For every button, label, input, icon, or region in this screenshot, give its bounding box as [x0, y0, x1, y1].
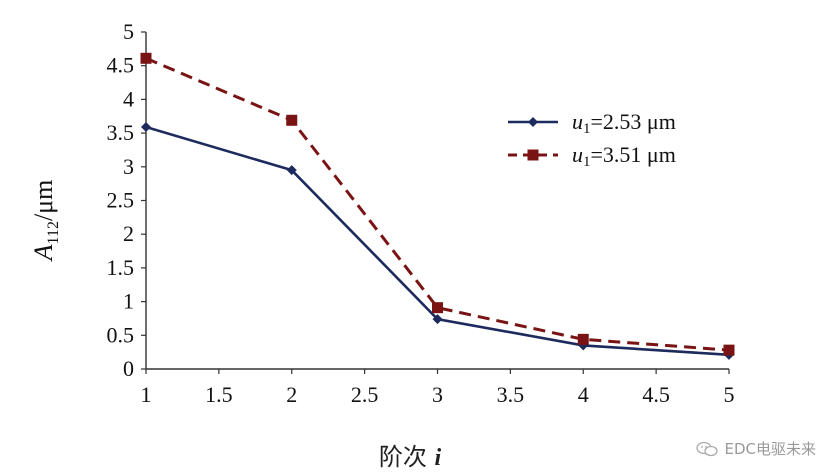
legend-label-1: u1=2.53 μm: [572, 109, 676, 137]
y-tick-label: 2.5: [107, 188, 135, 213]
y-tick-labels: 0 0.5 1 1.5 2 2.5 3 3.5 4 4.5 5: [107, 19, 135, 381]
x-tick-label: 5: [724, 382, 735, 407]
y-tick-label: 0: [123, 356, 134, 381]
x-tick-label: 4.5: [642, 382, 670, 407]
y-tick-label: 2: [123, 221, 134, 246]
data-point: [140, 52, 152, 64]
data-point: [577, 333, 589, 345]
y-tick-label: 1: [123, 289, 134, 314]
series-2: [140, 52, 735, 356]
data-point: [432, 314, 443, 325]
x-tick-label: 2: [286, 382, 297, 407]
legend-marker: [528, 117, 538, 127]
y-tick-label: 3: [123, 154, 134, 179]
legend: u1=2.53 μm u1=3.51 μm: [508, 109, 676, 170]
x-axis-label: 阶次 i: [379, 443, 442, 471]
x-tick-labels: 1 1.5 2 2.5 3 3.5 4 4.5 5: [141, 382, 735, 407]
legend-label-2: u1=3.51 μm: [572, 142, 676, 170]
data-point: [141, 122, 151, 133]
wechat-icon: [696, 441, 719, 456]
axes: [141, 31, 730, 374]
y-tick-label: 1.5: [107, 255, 135, 280]
x-tick-label: 2.5: [351, 382, 379, 407]
legend-marker: [527, 149, 539, 161]
y-tick-label: 5: [123, 19, 134, 44]
watermark: EDC电驱未来: [696, 438, 816, 459]
y-tick-label: 0.5: [107, 322, 135, 347]
watermark-text: EDC电驱未来: [724, 440, 816, 458]
series-line-2: [145, 56, 730, 352]
x-tick-label: 3.5: [497, 382, 525, 407]
data-point: [723, 344, 735, 356]
data-point: [432, 302, 443, 314]
x-tick-label: 1: [141, 382, 152, 407]
x-tick-label: 4: [578, 382, 589, 407]
y-tick-label: 4.5: [107, 53, 135, 78]
x-tick-label: 3: [432, 382, 443, 407]
data-point: [286, 165, 297, 176]
y-axis-label: A112/μm: [29, 180, 62, 263]
data-point: [286, 114, 298, 126]
series-group: [140, 52, 735, 360]
y-tick-label: 4: [123, 86, 134, 111]
x-tick-label: 1.5: [205, 382, 233, 407]
y-tick-label: 3.5: [107, 120, 135, 145]
